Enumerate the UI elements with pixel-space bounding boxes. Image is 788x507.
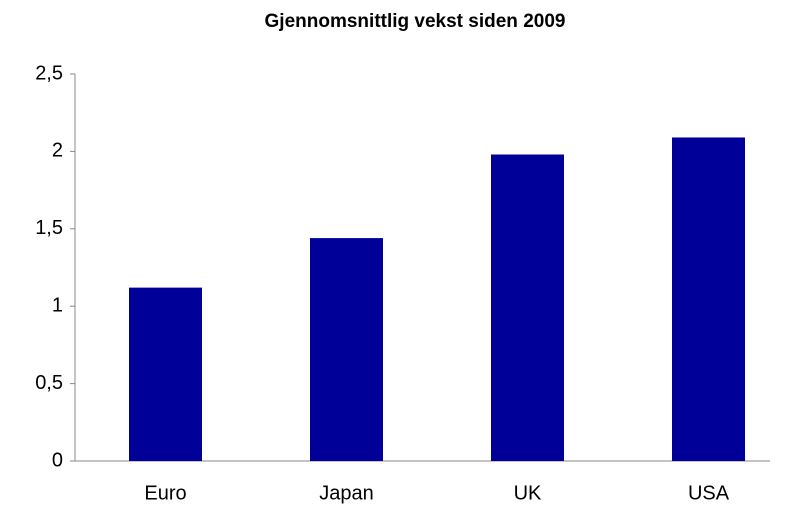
bar	[491, 154, 564, 461]
y-tick-label: 1,5	[35, 217, 63, 239]
x-tick-label: UK	[514, 482, 542, 504]
bar	[129, 287, 202, 461]
y-tick-label: 0	[52, 449, 63, 471]
x-tick-label: USA	[688, 482, 730, 504]
bar	[310, 238, 383, 461]
y-tick-label: 2,5	[35, 62, 63, 84]
x-tick-label: Euro	[144, 482, 186, 504]
y-tick-label: 0,5	[35, 372, 63, 394]
bar	[672, 137, 745, 461]
x-tick-label: Japan	[319, 482, 374, 504]
y-tick-label: 2	[52, 140, 63, 162]
chart-title: Gjennomsnittlig vekst siden 2009	[265, 11, 566, 32]
y-tick-label: 1	[52, 294, 63, 316]
